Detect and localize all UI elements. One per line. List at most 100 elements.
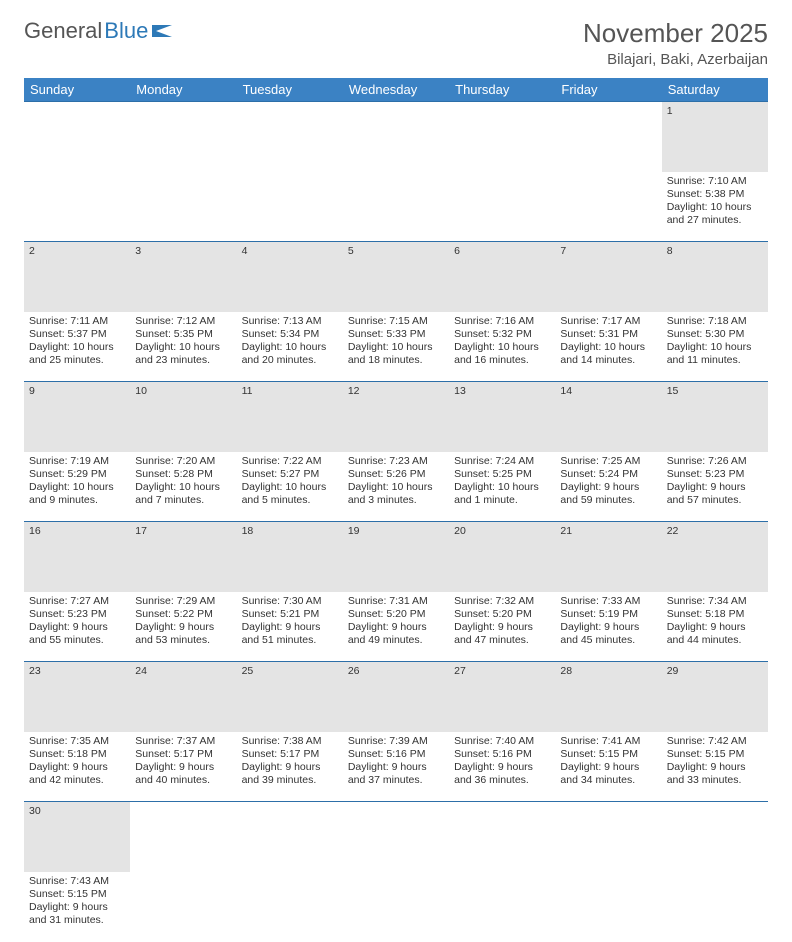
day1-text: Daylight: 9 hours bbox=[135, 761, 231, 774]
day-header: Tuesday bbox=[237, 78, 343, 102]
day-cell bbox=[130, 172, 236, 242]
logo-text-1: General bbox=[24, 18, 102, 44]
day1-text: Daylight: 9 hours bbox=[667, 621, 763, 634]
day2-text: and 1 minute. bbox=[454, 494, 550, 507]
day-number bbox=[555, 802, 661, 872]
month-title: November 2025 bbox=[583, 18, 768, 49]
details-row: Sunrise: 7:11 AMSunset: 5:37 PMDaylight:… bbox=[24, 312, 768, 382]
day2-text: and 23 minutes. bbox=[135, 354, 231, 367]
day1-text: Daylight: 9 hours bbox=[454, 761, 550, 774]
day1-text: Daylight: 9 hours bbox=[29, 621, 125, 634]
day2-text: and 59 minutes. bbox=[560, 494, 656, 507]
day2-text: and 44 minutes. bbox=[667, 634, 763, 647]
day-number: 19 bbox=[343, 522, 449, 592]
day2-text: and 55 minutes. bbox=[29, 634, 125, 647]
day1-text: Daylight: 9 hours bbox=[560, 761, 656, 774]
day-cell: Sunrise: 7:22 AMSunset: 5:27 PMDaylight:… bbox=[237, 452, 343, 522]
sunset-text: Sunset: 5:20 PM bbox=[454, 608, 550, 621]
sunrise-text: Sunrise: 7:26 AM bbox=[667, 455, 763, 468]
day1-text: Daylight: 10 hours bbox=[560, 341, 656, 354]
day2-text: and 14 minutes. bbox=[560, 354, 656, 367]
day-cell: Sunrise: 7:35 AMSunset: 5:18 PMDaylight:… bbox=[24, 732, 130, 802]
day-number bbox=[555, 102, 661, 172]
day2-text: and 31 minutes. bbox=[29, 914, 125, 927]
day1-text: Daylight: 10 hours bbox=[29, 481, 125, 494]
day-cell bbox=[237, 872, 343, 942]
day1-text: Daylight: 10 hours bbox=[242, 341, 338, 354]
sunset-text: Sunset: 5:23 PM bbox=[667, 468, 763, 481]
day2-text: and 49 minutes. bbox=[348, 634, 444, 647]
sunrise-text: Sunrise: 7:22 AM bbox=[242, 455, 338, 468]
day-number: 26 bbox=[343, 662, 449, 732]
sunset-text: Sunset: 5:18 PM bbox=[667, 608, 763, 621]
day1-text: Daylight: 10 hours bbox=[135, 341, 231, 354]
day-number: 30 bbox=[24, 802, 130, 872]
sunset-text: Sunset: 5:20 PM bbox=[348, 608, 444, 621]
sunset-text: Sunset: 5:23 PM bbox=[29, 608, 125, 621]
sunrise-text: Sunrise: 7:19 AM bbox=[29, 455, 125, 468]
day-cell: Sunrise: 7:15 AMSunset: 5:33 PMDaylight:… bbox=[343, 312, 449, 382]
sunset-text: Sunset: 5:29 PM bbox=[29, 468, 125, 481]
day-cell bbox=[449, 172, 555, 242]
day-number: 15 bbox=[662, 382, 768, 452]
day1-text: Daylight: 9 hours bbox=[135, 621, 231, 634]
sunrise-text: Sunrise: 7:39 AM bbox=[348, 735, 444, 748]
day-number: 22 bbox=[662, 522, 768, 592]
day-number: 8 bbox=[662, 242, 768, 312]
sunset-text: Sunset: 5:30 PM bbox=[667, 328, 763, 341]
details-row: Sunrise: 7:27 AMSunset: 5:23 PMDaylight:… bbox=[24, 592, 768, 662]
day-number: 5 bbox=[343, 242, 449, 312]
day-cell: Sunrise: 7:20 AMSunset: 5:28 PMDaylight:… bbox=[130, 452, 236, 522]
sunrise-text: Sunrise: 7:12 AM bbox=[135, 315, 231, 328]
day-cell: Sunrise: 7:43 AMSunset: 5:15 PMDaylight:… bbox=[24, 872, 130, 942]
sunrise-text: Sunrise: 7:16 AM bbox=[454, 315, 550, 328]
day2-text: and 3 minutes. bbox=[348, 494, 444, 507]
day-number: 3 bbox=[130, 242, 236, 312]
day1-text: Daylight: 10 hours bbox=[454, 481, 550, 494]
day2-text: and 25 minutes. bbox=[29, 354, 125, 367]
calendar-table: Sunday Monday Tuesday Wednesday Thursday… bbox=[24, 78, 768, 942]
day-number: 11 bbox=[237, 382, 343, 452]
sunrise-text: Sunrise: 7:43 AM bbox=[29, 875, 125, 888]
sunset-text: Sunset: 5:33 PM bbox=[348, 328, 444, 341]
title-block: November 2025 Bilajari, Baki, Azerbaijan bbox=[583, 18, 768, 68]
day-cell: Sunrise: 7:25 AMSunset: 5:24 PMDaylight:… bbox=[555, 452, 661, 522]
sunset-text: Sunset: 5:38 PM bbox=[667, 188, 763, 201]
day-number: 9 bbox=[24, 382, 130, 452]
sunrise-text: Sunrise: 7:20 AM bbox=[135, 455, 231, 468]
sunrise-text: Sunrise: 7:41 AM bbox=[560, 735, 656, 748]
day-number: 1 bbox=[662, 102, 768, 172]
day-cell: Sunrise: 7:24 AMSunset: 5:25 PMDaylight:… bbox=[449, 452, 555, 522]
day-number bbox=[237, 802, 343, 872]
sunset-text: Sunset: 5:16 PM bbox=[348, 748, 444, 761]
day1-text: Daylight: 10 hours bbox=[667, 201, 763, 214]
day-number: 18 bbox=[237, 522, 343, 592]
details-row: Sunrise: 7:10 AMSunset: 5:38 PMDaylight:… bbox=[24, 172, 768, 242]
sunrise-text: Sunrise: 7:34 AM bbox=[667, 595, 763, 608]
day-cell bbox=[662, 872, 768, 942]
day2-text: and 16 minutes. bbox=[454, 354, 550, 367]
details-row: Sunrise: 7:43 AMSunset: 5:15 PMDaylight:… bbox=[24, 872, 768, 942]
sunset-text: Sunset: 5:22 PM bbox=[135, 608, 231, 621]
sunrise-text: Sunrise: 7:31 AM bbox=[348, 595, 444, 608]
sunrise-text: Sunrise: 7:17 AM bbox=[560, 315, 656, 328]
day-header: Wednesday bbox=[343, 78, 449, 102]
day-number bbox=[130, 802, 236, 872]
day1-text: Daylight: 9 hours bbox=[242, 621, 338, 634]
sunrise-text: Sunrise: 7:25 AM bbox=[560, 455, 656, 468]
day-number: 10 bbox=[130, 382, 236, 452]
sunset-text: Sunset: 5:34 PM bbox=[242, 328, 338, 341]
day1-text: Daylight: 10 hours bbox=[667, 341, 763, 354]
day-header-row: Sunday Monday Tuesday Wednesday Thursday… bbox=[24, 78, 768, 102]
day-cell: Sunrise: 7:19 AMSunset: 5:29 PMDaylight:… bbox=[24, 452, 130, 522]
day2-text: and 5 minutes. bbox=[242, 494, 338, 507]
day-cell: Sunrise: 7:26 AMSunset: 5:23 PMDaylight:… bbox=[662, 452, 768, 522]
sunset-text: Sunset: 5:27 PM bbox=[242, 468, 338, 481]
day-header: Saturday bbox=[662, 78, 768, 102]
day-cell: Sunrise: 7:42 AMSunset: 5:15 PMDaylight:… bbox=[662, 732, 768, 802]
day1-text: Daylight: 9 hours bbox=[667, 761, 763, 774]
sunset-text: Sunset: 5:24 PM bbox=[560, 468, 656, 481]
day-cell: Sunrise: 7:31 AMSunset: 5:20 PMDaylight:… bbox=[343, 592, 449, 662]
sunrise-text: Sunrise: 7:30 AM bbox=[242, 595, 338, 608]
sunset-text: Sunset: 5:15 PM bbox=[560, 748, 656, 761]
